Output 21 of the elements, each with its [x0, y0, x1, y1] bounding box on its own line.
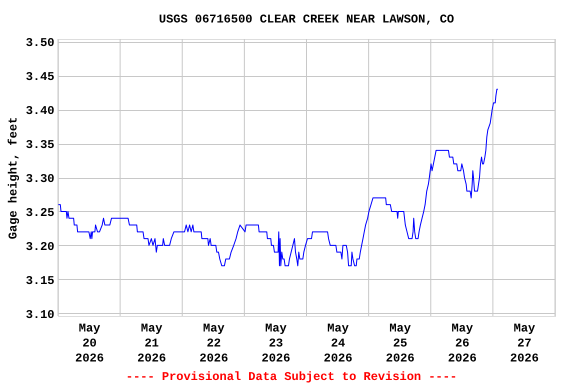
y-tick-label: 3.45 — [26, 70, 54, 84]
chart-title: USGS 06716500 CLEAR CREEK NEAR LAWSON, CO — [158, 12, 454, 27]
line-series — [58, 88, 498, 266]
y-tick-label: 3.15 — [26, 274, 54, 288]
y-axis-title: Gage height, feet — [6, 116, 21, 240]
x-tick-label: May 23 2026 — [262, 322, 290, 366]
x-tick-label: May 20 2026 — [75, 322, 104, 366]
y-tick-label: 3.10 — [26, 308, 54, 322]
y-tick-label: 3.35 — [26, 138, 54, 152]
y-tick-label: 3.40 — [26, 104, 54, 118]
text: ---- Provisional Data Subject to Revision ---- — [126, 370, 458, 384]
y-tick-label: 3.20 — [26, 240, 54, 254]
x-tick-label: May 24 2026 — [324, 322, 352, 366]
x-tick-label: May 26 2026 — [448, 322, 477, 366]
x-tick-label: May 27 2026 — [510, 322, 539, 366]
x-tick-label: May 22 2026 — [199, 322, 228, 366]
x-tick-label: May 21 2026 — [137, 322, 166, 366]
y-tick-label: 3.25 — [26, 206, 54, 220]
y-tick-label: 3.50 — [26, 36, 54, 50]
x-tick-label: May 25 2026 — [386, 322, 415, 366]
y-tick-label: 3.30 — [26, 172, 54, 186]
